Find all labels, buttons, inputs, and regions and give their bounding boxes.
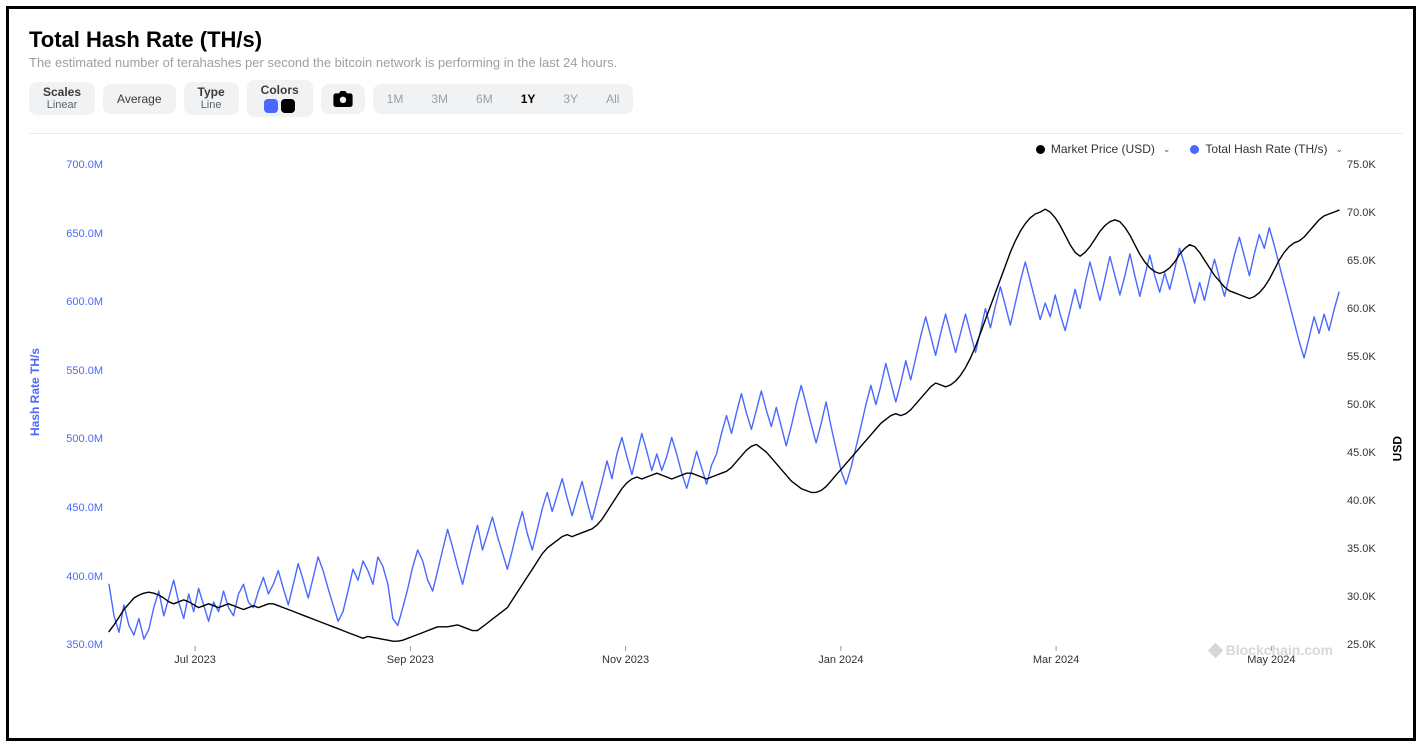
- swatch-2: [281, 99, 295, 113]
- scales-selector[interactable]: Scales Linear: [29, 82, 95, 115]
- range-all[interactable]: All: [592, 84, 633, 114]
- y-left-tick: 400.0M: [53, 571, 103, 583]
- legend-dot-price: [1036, 145, 1045, 154]
- range-1y[interactable]: 1Y: [507, 84, 550, 114]
- y-left-tick: 600.0M: [53, 296, 103, 308]
- y-right-tick: 70.0K: [1347, 207, 1376, 219]
- y-left-tick: 500.0M: [53, 433, 103, 445]
- scales-value: Linear: [47, 99, 78, 111]
- legend-item-price[interactable]: Market Price (USD) ⌄: [1036, 142, 1171, 156]
- y-right-tick: 55.0K: [1347, 351, 1376, 363]
- toolbar: Scales Linear Average Type Line Colors 1…: [29, 80, 1403, 117]
- type-selector[interactable]: Type Line: [184, 82, 239, 115]
- y-left-tick: 700.0M: [53, 159, 103, 171]
- legend-dot-hash: [1190, 145, 1199, 154]
- y-right-tick: 25.0K: [1347, 639, 1376, 651]
- chevron-down-icon: ⌄: [1163, 144, 1171, 155]
- page-subtitle: The estimated number of terahashes per s…: [29, 55, 1403, 70]
- x-tick: Jul 2023: [174, 654, 216, 666]
- camera-icon: [333, 91, 353, 107]
- x-tick: May 2024: [1247, 654, 1295, 666]
- average-label: Average: [117, 92, 161, 106]
- legend: Market Price (USD) ⌄ Total Hash Rate (TH…: [29, 134, 1403, 156]
- y-right-tick: 75.0K: [1347, 159, 1376, 171]
- y-left-tick: 350.0M: [53, 639, 103, 651]
- y-right-tick: 60.0K: [1347, 303, 1376, 315]
- y-right-tick: 40.0K: [1347, 495, 1376, 507]
- y-left-tick: 450.0M: [53, 502, 103, 514]
- chevron-down-icon: ⌄: [1335, 144, 1343, 155]
- type-label: Type: [198, 86, 225, 99]
- y-left-tick: 550.0M: [53, 365, 103, 377]
- range-3m[interactable]: 3M: [417, 84, 462, 114]
- chart-svg: [29, 156, 1399, 706]
- range-selector: 1M3M6M1Y3YAll: [373, 84, 634, 114]
- colors-selector[interactable]: Colors: [247, 80, 313, 117]
- legend-item-hash[interactable]: Total Hash Rate (TH/s) ⌄: [1190, 142, 1343, 156]
- y-right-tick: 50.0K: [1347, 399, 1376, 411]
- diamond-icon: [1207, 642, 1223, 658]
- range-6m[interactable]: 6M: [462, 84, 507, 114]
- legend-label-price: Market Price (USD): [1051, 142, 1155, 156]
- x-tick: Mar 2024: [1033, 654, 1079, 666]
- screenshot-button[interactable]: [321, 84, 365, 114]
- x-tick: Sep 2023: [387, 654, 434, 666]
- range-1m[interactable]: 1M: [373, 84, 418, 114]
- y-left-tick: 650.0M: [53, 228, 103, 240]
- average-button[interactable]: Average: [103, 84, 175, 114]
- y-right-tick: 65.0K: [1347, 255, 1376, 267]
- y-right-tick: 30.0K: [1347, 591, 1376, 603]
- color-swatches: [264, 99, 295, 113]
- y-right-tick: 45.0K: [1347, 447, 1376, 459]
- legend-label-hash: Total Hash Rate (TH/s): [1205, 142, 1327, 156]
- colors-label: Colors: [261, 84, 299, 97]
- x-tick: Jan 2024: [818, 654, 863, 666]
- y-right-tick: 35.0K: [1347, 543, 1376, 555]
- swatch-1: [264, 99, 278, 113]
- type-value: Line: [201, 99, 222, 111]
- x-tick: Nov 2023: [602, 654, 649, 666]
- chart-area: Hash Rate TH/s USD Blockchain.com 350.0M…: [29, 156, 1403, 716]
- page-title: Total Hash Rate (TH/s): [29, 27, 1403, 53]
- scales-label: Scales: [43, 86, 81, 99]
- range-3y[interactable]: 3Y: [549, 84, 592, 114]
- chart-frame: Total Hash Rate (TH/s) The estimated num…: [6, 6, 1416, 741]
